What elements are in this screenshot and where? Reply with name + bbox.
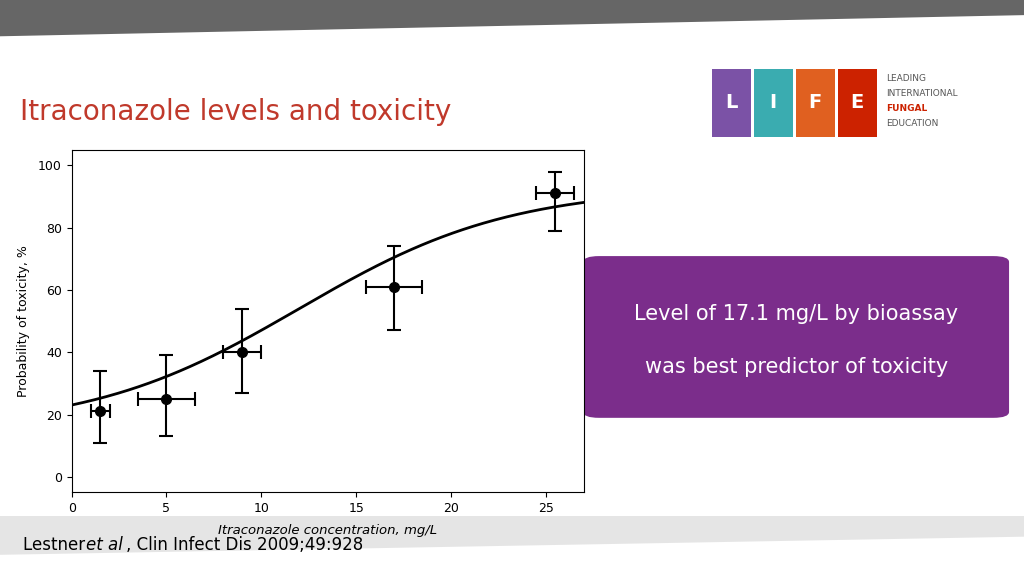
- Text: EDUCATION: EDUCATION: [886, 119, 938, 128]
- Text: Itraconazole levels and toxicity: Itraconazole levels and toxicity: [20, 98, 452, 126]
- Bar: [838, 69, 877, 137]
- Text: E: E: [851, 93, 863, 112]
- Polygon shape: [0, 0, 1024, 36]
- Text: Level of 17.1 mg/L by bioassay: Level of 17.1 mg/L by bioassay: [634, 305, 958, 324]
- Text: F: F: [809, 93, 821, 112]
- Text: was best predictor of toxicity: was best predictor of toxicity: [644, 357, 948, 377]
- Text: INTERNATIONAL: INTERNATIONAL: [886, 89, 957, 98]
- Text: FUNGAL: FUNGAL: [886, 104, 927, 113]
- Text: I: I: [770, 93, 776, 112]
- Text: Lestner: Lestner: [23, 536, 90, 554]
- Bar: [796, 69, 835, 137]
- Text: , Clin Infect Dis 2009;49:928: , Clin Infect Dis 2009;49:928: [126, 536, 364, 554]
- FancyBboxPatch shape: [584, 256, 1009, 418]
- X-axis label: Itraconazole concentration, mg/L: Itraconazole concentration, mg/L: [218, 524, 437, 536]
- Polygon shape: [0, 516, 1024, 555]
- Text: L: L: [725, 93, 737, 112]
- Bar: [712, 69, 751, 137]
- Text: LEADING: LEADING: [886, 74, 926, 84]
- Bar: [754, 69, 793, 137]
- Text: et al: et al: [86, 536, 123, 554]
- Y-axis label: Probability of toxicity, %: Probability of toxicity, %: [16, 245, 30, 397]
